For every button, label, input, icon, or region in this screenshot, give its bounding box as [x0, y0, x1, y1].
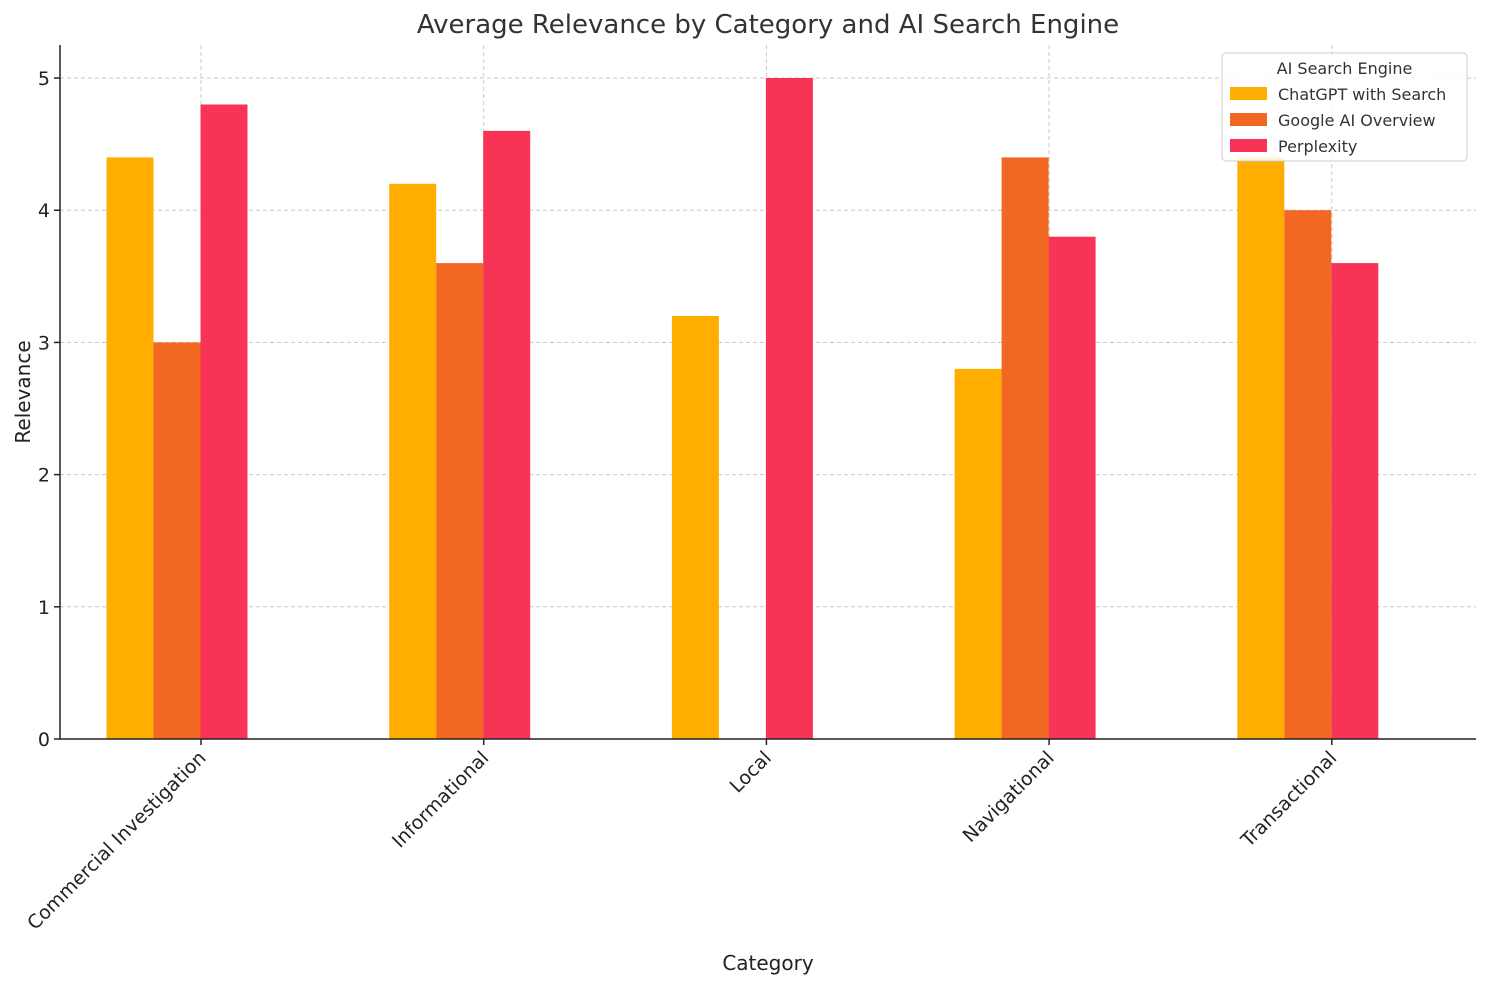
legend-swatch [1230, 139, 1267, 152]
y-tick-label: 2 [38, 465, 50, 487]
bar [1237, 157, 1285, 739]
x-tick-label: Commercial Investigation [23, 747, 210, 934]
bar [436, 263, 484, 739]
y-axis-label: Relevance [11, 340, 35, 443]
bar [671, 316, 719, 739]
axes [59, 45, 1476, 740]
x-tick-label: Transactional [1236, 747, 1341, 852]
legend-swatch [1230, 113, 1267, 126]
bar [389, 183, 437, 740]
legend-box [1221, 52, 1468, 162]
y-tick-label: 5 [38, 68, 50, 90]
legend-entry-label: ChatGPT with Search [1278, 85, 1446, 104]
y-tick-label: 4 [38, 200, 50, 222]
x-tick-label: Informational [388, 747, 493, 852]
legend-entry-label: Perplexity [1278, 137, 1357, 156]
bar [1284, 210, 1332, 739]
bar [1001, 157, 1049, 739]
bars [106, 78, 1379, 740]
y-tick-label: 0 [38, 729, 50, 751]
bar [1331, 263, 1379, 739]
bar [200, 104, 248, 739]
x-axis-label: Category [722, 951, 814, 975]
chart-title: Average Relevance by Category and AI Sea… [417, 10, 1119, 40]
bar [1048, 236, 1096, 739]
x-tick-labels: Commercial Investigation Informational Loc… [23, 739, 1341, 934]
bar [153, 342, 201, 739]
y-tick-labels: 0 1 2 3 4 5 [38, 68, 60, 751]
x-tick-label: Navigational [959, 747, 1059, 847]
legend-entry-label: Google AI Overview [1278, 111, 1436, 130]
bar [954, 368, 1002, 739]
legend-swatch [1230, 87, 1267, 100]
legend-title: AI Search Engine [1277, 59, 1413, 78]
bar [765, 78, 813, 739]
bar [106, 157, 154, 739]
bar [483, 130, 531, 739]
x-tick-label: Local [726, 747, 776, 797]
y-tick-label: 1 [38, 597, 50, 619]
legend: AI Search Engine ChatGPT with Search Googl… [1221, 52, 1468, 162]
y-tick-label: 3 [38, 332, 50, 354]
